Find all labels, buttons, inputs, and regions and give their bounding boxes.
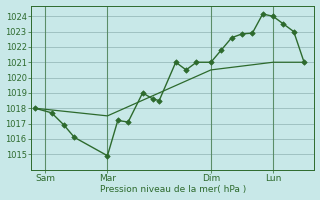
X-axis label: Pression niveau de la mer( hPa ): Pression niveau de la mer( hPa ) [100,185,246,194]
